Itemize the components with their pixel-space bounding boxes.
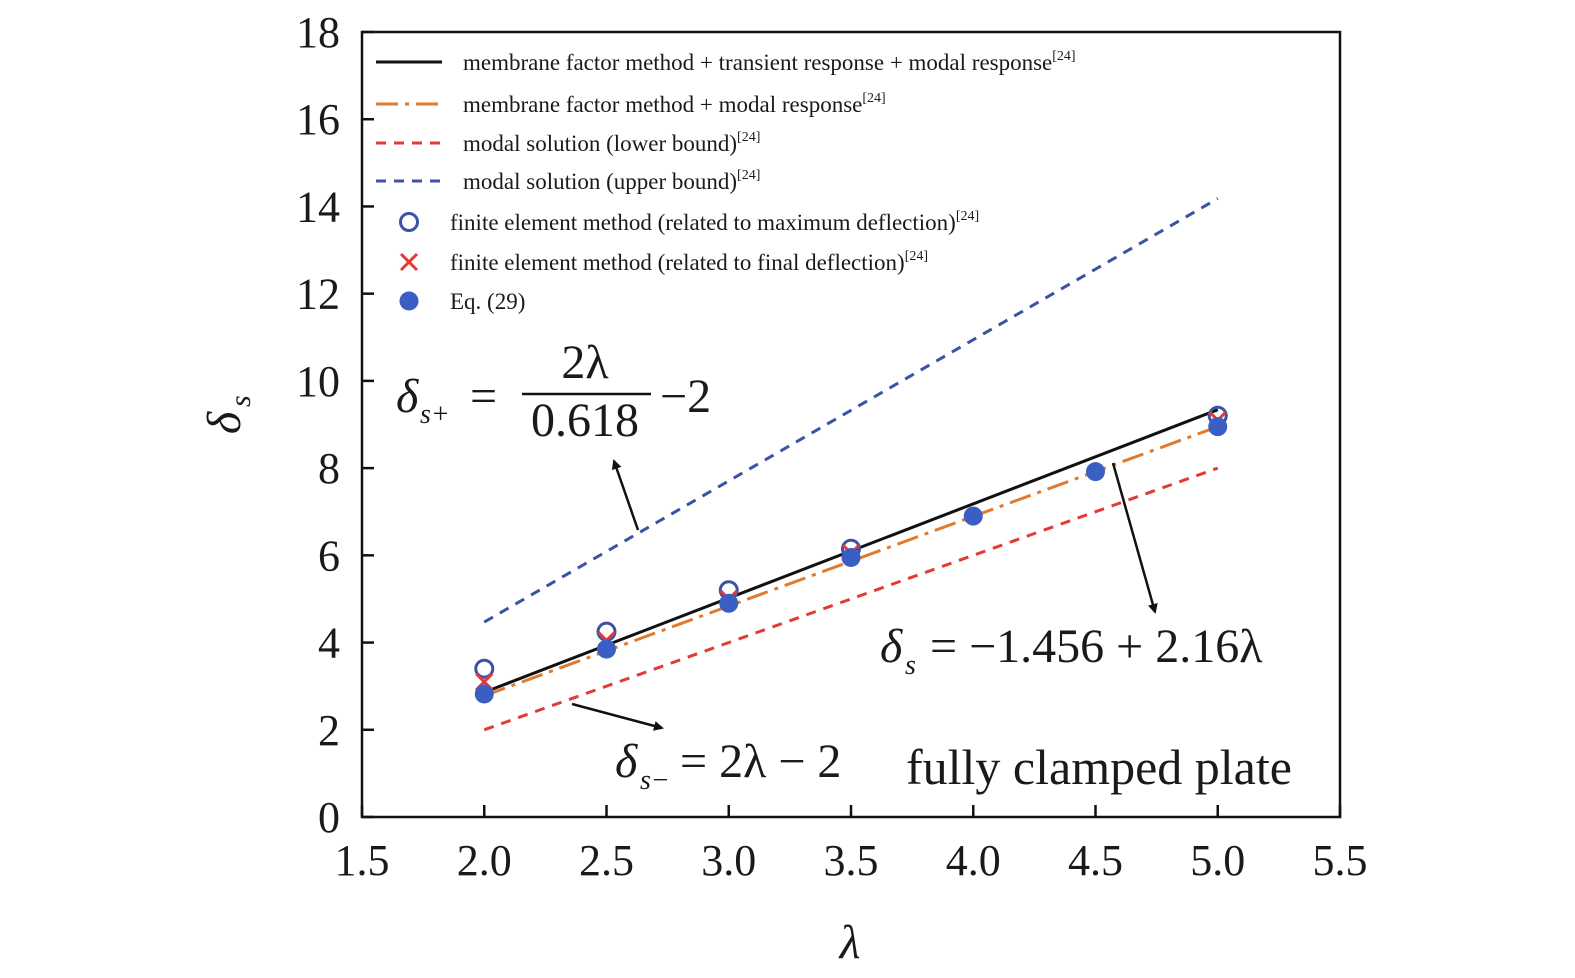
legend-label-1: membrane factor method + modal response[… <box>463 91 886 117</box>
y-tick-label: 18 <box>296 8 340 57</box>
lower-bound-formula: δ s− = 2λ − 2 <box>615 735 841 796</box>
x-tick-label: 1.5 <box>335 836 390 885</box>
series-6-point <box>597 639 616 659</box>
y-tick-label: 0 <box>318 793 340 842</box>
legend-swatch-5-stroke <box>399 252 419 272</box>
legend-label-text: membrane factor method + transient respo… <box>463 50 1052 75</box>
series-6-point <box>963 506 983 526</box>
y-tick-label: 2 <box>318 706 340 755</box>
legend-label-5: finite element method (related to final … <box>450 249 928 275</box>
lower-formula-rhs: = 2λ − 2 <box>680 735 841 788</box>
y-tick-label: 4 <box>318 619 340 668</box>
fit-formula-lhs: δ <box>880 620 903 673</box>
legend-label-3: modal solution (upper bound)[24] <box>463 168 760 194</box>
x-tick-label: 4.0 <box>946 836 1001 885</box>
series-4-point <box>596 621 617 642</box>
lower-formula-arrow <box>571 702 664 731</box>
y-axis-label: δ s <box>198 395 257 434</box>
y-tick-label: 10 <box>296 357 340 406</box>
x-tick-label: 3.0 <box>701 836 756 885</box>
x-tick-label: 2.5 <box>579 836 634 885</box>
legend-label-text: membrane factor method + modal response <box>463 92 862 117</box>
series-6-point <box>841 548 861 568</box>
legend-label-text: finite element method (related to final … <box>450 250 905 275</box>
lower-formula-lhs-sub: s− <box>640 765 670 796</box>
fit-formula-rhs: = −1.456 + 2.16λ <box>930 620 1263 673</box>
upper-formula-equals: = <box>470 370 497 423</box>
legend-label-6: Eq. (29) <box>450 289 525 314</box>
legend-reference: [24] <box>956 209 979 224</box>
series-6-point <box>719 593 739 613</box>
lower-formula-lhs: δ <box>615 735 638 788</box>
series-line-2 <box>483 466 1219 732</box>
x-tick-label: 5.5 <box>1313 836 1368 885</box>
y-tick-label: 14 <box>296 182 340 231</box>
x-tick-label: 5.0 <box>1190 836 1245 885</box>
series-6-point <box>474 684 494 704</box>
x-tick-label: 2.0 <box>457 836 512 885</box>
series-4-point <box>474 658 495 679</box>
y-tick-label: 12 <box>296 270 340 319</box>
legend-label-4: finite element method (related to maximu… <box>450 209 979 235</box>
series-markers <box>474 405 1228 704</box>
legend-reference: [24] <box>905 249 928 264</box>
upper-formula-lhs-sub: s+ <box>420 399 450 430</box>
upper-formula-arrow <box>611 459 640 531</box>
plate-condition-note: fully clamped plate <box>906 739 1292 795</box>
legend-label-text: modal solution (lower bound) <box>463 131 737 156</box>
upper-formula-denominator: 0.618 <box>531 394 639 447</box>
x-tick-label: 3.5 <box>824 836 879 885</box>
legend-label-text: Eq. (29) <box>450 289 525 314</box>
y-tick-label: 8 <box>318 444 340 493</box>
legend-reference: [24] <box>1052 49 1075 64</box>
fit-formula: δ s = −1.456 + 2.16λ <box>880 620 1263 681</box>
x-tick-label: 4.5 <box>1068 836 1123 885</box>
fit-formula-arrow <box>1111 462 1158 614</box>
legend-swatch-6 <box>399 291 419 311</box>
upper-formula-lhs: δ <box>396 370 419 423</box>
legend-label-text: modal solution (upper bound) <box>463 169 737 194</box>
legend-label-0: membrane factor method + transient respo… <box>463 49 1076 75</box>
y-axis-label-sub: s <box>224 395 257 407</box>
series-6-point <box>1086 462 1105 482</box>
y-axis-label-main: δ <box>198 411 251 434</box>
fit-formula-lhs-sub: s <box>905 650 916 681</box>
legend-reference: [24] <box>737 168 760 183</box>
upper-formula-tail: −2 <box>660 370 711 423</box>
legend-reference: [24] <box>737 130 760 145</box>
legend-swatch-5 <box>399 252 419 272</box>
legend: membrane factor method + transient respo… <box>376 49 1076 314</box>
legend-swatch-4 <box>399 212 419 232</box>
y-tick-label: 6 <box>318 531 340 580</box>
legend-label-text: finite element method (related to maximu… <box>450 210 956 235</box>
series-6-point <box>1208 417 1228 437</box>
legend-label-2: modal solution (lower bound)[24] <box>463 130 760 156</box>
upper-bound-formula: δ s+ = 2λ 0.618 −2 <box>396 336 711 447</box>
legend-reference: [24] <box>862 91 885 106</box>
axis-ticks: 1.5 2.0 2.5 3.0 3.5 4.0 4.5 5.0 5.5 0 2 4 6 8 10 12 14 16… <box>296 8 1368 885</box>
x-axis-label: λ <box>838 916 861 969</box>
y-tick-label: 16 <box>296 95 340 144</box>
series-line-3 <box>483 197 1219 624</box>
upper-formula-numerator: 2λ <box>561 336 609 389</box>
